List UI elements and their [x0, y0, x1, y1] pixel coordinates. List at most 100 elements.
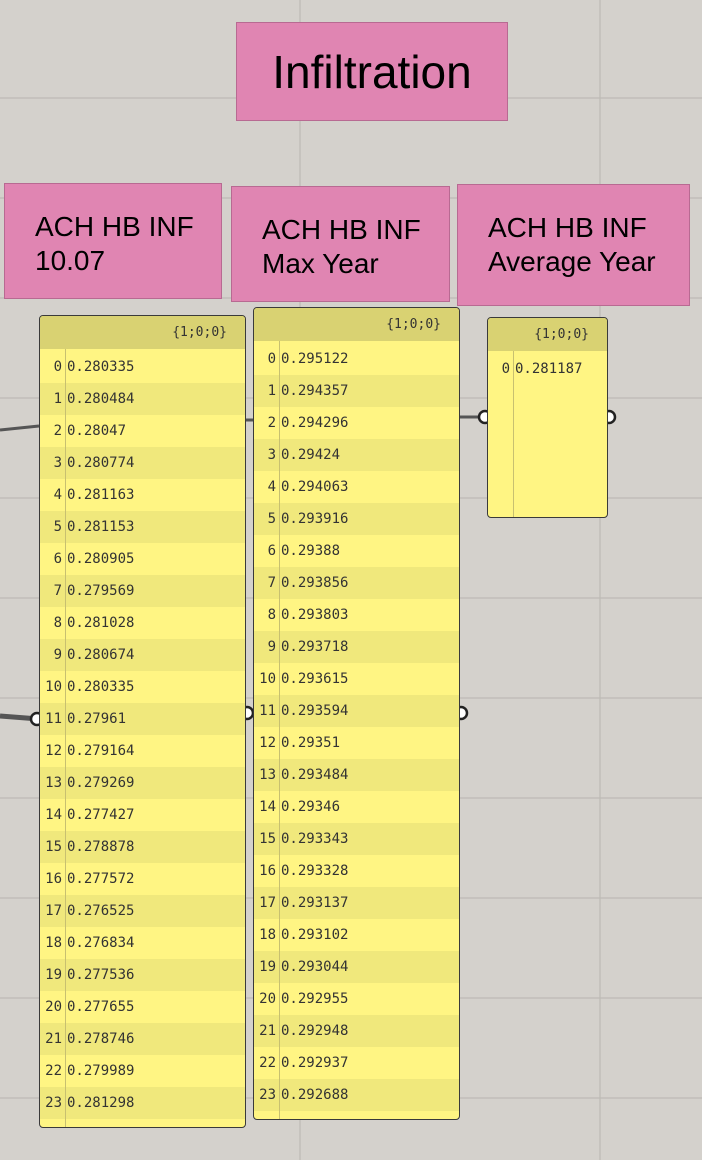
index: 16 — [45, 871, 62, 887]
value: 0.277536 — [67, 967, 135, 983]
row: 2 0.28047 — [40, 415, 245, 447]
index: 2 — [267, 415, 276, 431]
row: 7 0.293856 — [254, 567, 459, 599]
index: 11 — [259, 703, 276, 719]
index: 14 — [259, 799, 276, 815]
value: 0.276834 — [67, 935, 135, 951]
index: 5 — [267, 511, 276, 527]
value: 0.29388 — [281, 543, 341, 559]
label-line: Average Year — [488, 246, 656, 277]
row: 18 0.293102 — [254, 919, 459, 951]
value: 0.29346 — [281, 799, 341, 815]
row: 4 0.294063 — [254, 471, 459, 503]
value: 0.276525 — [67, 903, 135, 919]
row: 3 0.29424 — [254, 439, 459, 471]
row: 3 0.280774 — [40, 447, 245, 479]
label-line: ACH HB INF — [488, 212, 647, 243]
index: 0 — [501, 361, 510, 377]
label-line: Max Year — [262, 248, 379, 279]
row: 7 0.279569 — [40, 575, 245, 607]
value: 0.279569 — [67, 583, 135, 599]
value: 0.280905 — [67, 551, 135, 567]
row: 14 0.29346 — [254, 791, 459, 823]
index: 20 — [45, 999, 62, 1015]
value: 0.293328 — [281, 863, 349, 879]
value: 0.29351 — [281, 735, 341, 751]
row: 10 0.280335 — [40, 671, 245, 703]
index: 9 — [53, 647, 62, 663]
panel: {1;0;0} 0 0.281187 — [487, 317, 608, 518]
value: 0.281163 — [67, 487, 135, 503]
row: 5 0.293916 — [254, 503, 459, 535]
row: 0 0.281187 — [488, 353, 607, 385]
index: 16 — [259, 863, 276, 879]
index: 13 — [45, 775, 62, 791]
panel-header: {1;0;0} — [40, 316, 245, 349]
row: 12 0.279164 — [40, 735, 245, 767]
panel-header: {1;0;0} — [488, 318, 607, 351]
index: 19 — [259, 959, 276, 975]
index: 21 — [45, 1031, 62, 1047]
value: 0.27961 — [67, 711, 127, 727]
row: 1 0.280484 — [40, 383, 245, 415]
row: 8 0.293803 — [254, 599, 459, 631]
value: 0.281028 — [67, 615, 135, 631]
index: 1 — [53, 391, 62, 407]
index: 7 — [267, 575, 276, 591]
value: 0.29424 — [281, 447, 341, 463]
row: 22 0.292937 — [254, 1047, 459, 1079]
label-line: 10.07 — [35, 245, 106, 276]
index: 7 — [53, 583, 62, 599]
group-label: ACH HB INF Max Year — [231, 186, 450, 302]
value: 0.293044 — [281, 959, 349, 975]
row: 20 0.292955 — [254, 983, 459, 1015]
label-line: ACH HB INF — [35, 211, 194, 242]
row: 19 0.293044 — [254, 951, 459, 983]
row: 9 0.293718 — [254, 631, 459, 663]
row: 15 0.278878 — [40, 831, 245, 863]
row: 13 0.293484 — [254, 759, 459, 791]
row: 22 0.279989 — [40, 1055, 245, 1087]
row: 17 0.276525 — [40, 895, 245, 927]
index: 4 — [53, 487, 62, 503]
index: 8 — [53, 615, 62, 631]
value: 0.293594 — [281, 703, 349, 719]
row: 23 0.292688 — [254, 1079, 459, 1111]
index: 0 — [267, 351, 276, 367]
index: 23 — [45, 1095, 62, 1111]
row: 11 0.27961 — [40, 703, 245, 735]
row: 9 0.280674 — [40, 639, 245, 671]
index: 21 — [259, 1023, 276, 1039]
index: 6 — [53, 551, 62, 567]
index: 3 — [53, 455, 62, 471]
index: 13 — [259, 767, 276, 783]
separator — [279, 341, 280, 1119]
value: 0.295122 — [281, 351, 349, 367]
value: 0.279269 — [67, 775, 135, 791]
row: 23 0.281298 — [40, 1087, 245, 1119]
value: 0.277655 — [67, 999, 135, 1015]
index: 4 — [267, 479, 276, 495]
row: 0 0.280335 — [40, 351, 245, 383]
value: 0.279989 — [67, 1063, 135, 1079]
value: 0.28047 — [67, 423, 127, 439]
value: 0.278746 — [67, 1031, 135, 1047]
row: 14 0.277427 — [40, 799, 245, 831]
index: 17 — [259, 895, 276, 911]
group-label: ACH HB INF 10.07 — [4, 183, 222, 299]
row: 21 0.292948 — [254, 1015, 459, 1047]
label-line: ACH HB INF — [262, 214, 421, 245]
index: 6 — [267, 543, 276, 559]
index: 5 — [53, 519, 62, 535]
row: 21 0.278746 — [40, 1023, 245, 1055]
value: 0.293856 — [281, 575, 349, 591]
index: 18 — [259, 927, 276, 943]
row: 17 0.293137 — [254, 887, 459, 919]
value: 0.294063 — [281, 479, 349, 495]
index: 23 — [259, 1087, 276, 1103]
value: 0.280484 — [67, 391, 135, 407]
value: 0.278878 — [67, 839, 135, 855]
index: 14 — [45, 807, 62, 823]
value: 0.280674 — [67, 647, 135, 663]
